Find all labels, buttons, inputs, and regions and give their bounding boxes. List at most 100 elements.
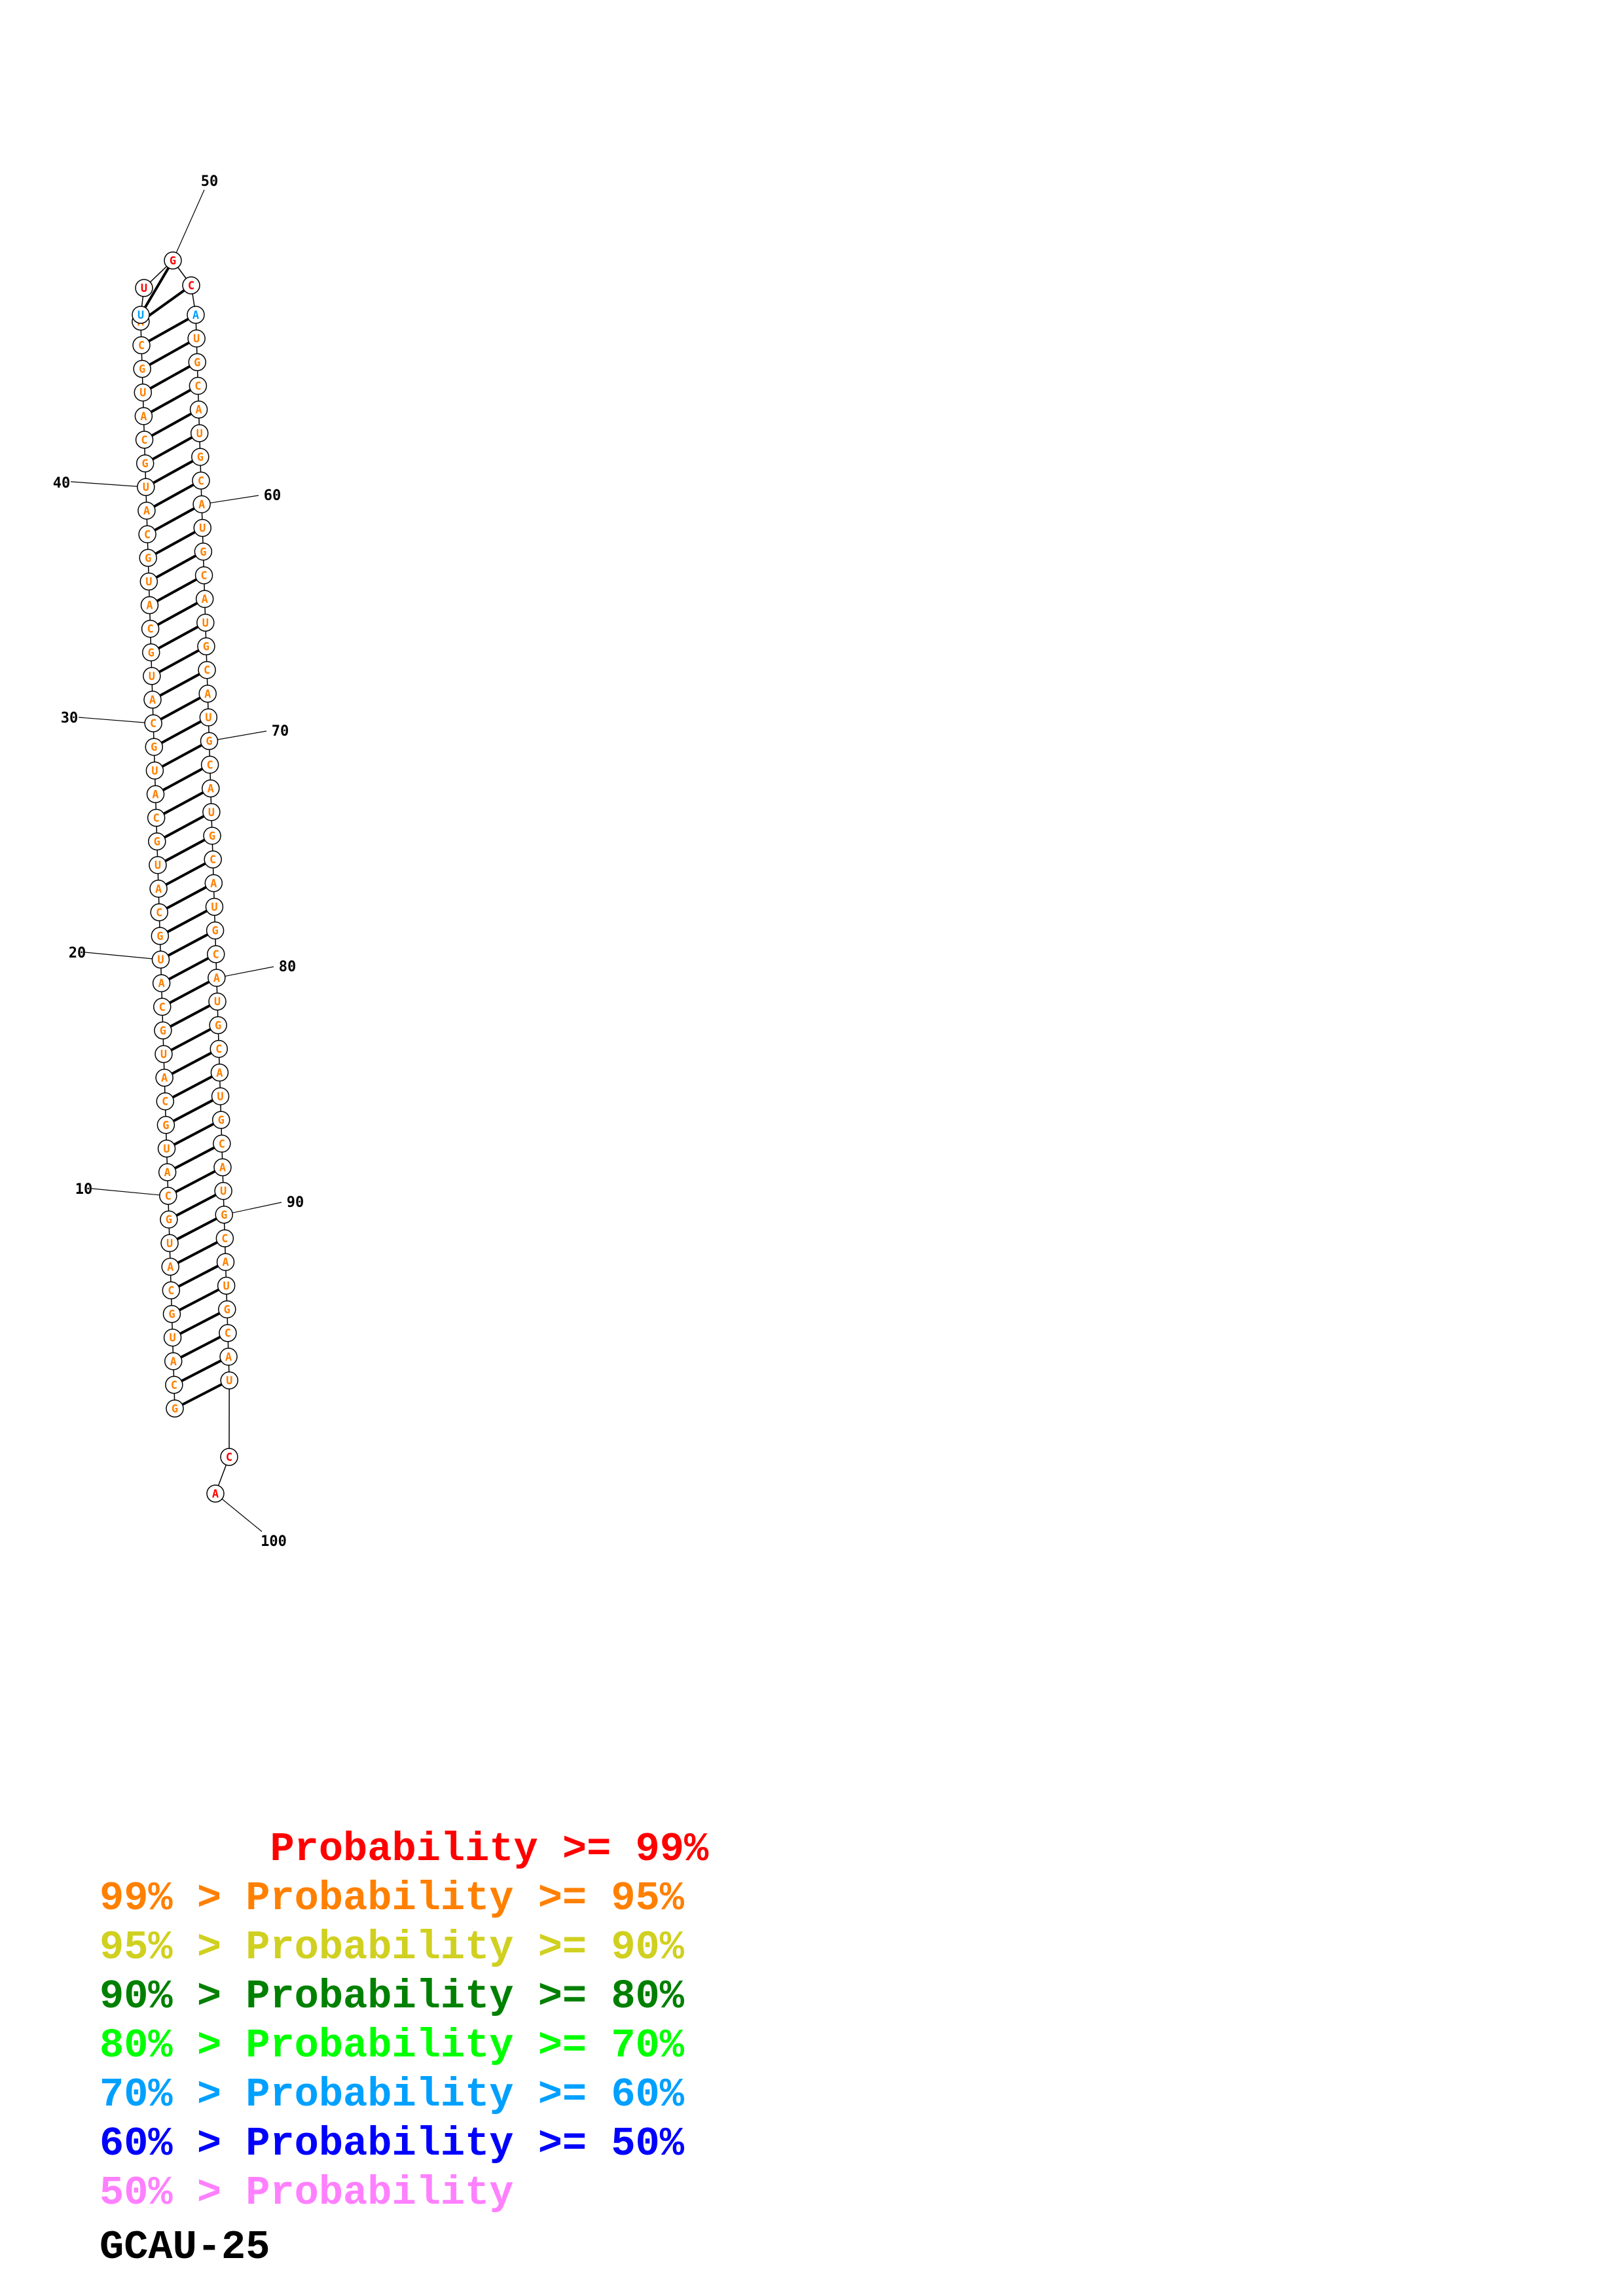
nucleotide-circle [146,785,165,804]
number-tick-lines [70,189,282,1532]
nucleotide: C [204,850,222,869]
nucleotide-letter: U [145,576,152,589]
nucleotide-letter: G [139,363,145,376]
nucleotide: C [219,1323,237,1342]
nucleotide: A [216,1253,235,1271]
nucleotide-circle [132,306,150,324]
nucleotide: A [198,685,217,703]
nucleotide-circle [141,643,160,662]
nucleotide-letter: U [226,1374,232,1388]
legend-row-below-50: 50% > Probability [100,2170,514,2216]
nucleotide: U [143,667,161,685]
nucleotide-circle [198,685,217,703]
nucleotide-circle [210,1039,228,1058]
base-pair-line [160,953,217,984]
nucleotide-letter: C [226,1451,232,1464]
nucleotide-circle [208,992,227,1011]
base-pair-line [159,905,215,937]
legend-row-95: 99% > Probability >= 95% [100,1875,684,1922]
nucleotide: C [144,714,162,732]
nucleotide-circle [213,1158,232,1177]
nucleotide-letter: G [142,457,149,471]
nucleotide: C [194,566,213,584]
nucleotide-circle [206,921,225,940]
number-tick-line [224,1202,282,1215]
nucleotide: A [149,880,168,898]
nucleotide-letter: C [221,1232,228,1246]
nucleotide: A [152,974,171,992]
nucleotide-letter: U [169,1332,175,1345]
base-pair-line [172,1308,228,1339]
base-pair-line [150,621,206,654]
nucleotide-letter: G [172,1403,178,1416]
nucleotide-circle [192,471,210,490]
number-tick-line [215,1493,263,1532]
nucleotide-letter: C [171,1379,177,1392]
nucleotide: C [206,945,225,963]
position-number: 100 [261,1534,287,1550]
nucleotide-circle [160,1234,179,1253]
nucleotide-circle [144,714,162,732]
nucleotide-circle [219,1348,238,1366]
nucleotide-letter: G [156,930,163,943]
base-pair-line [158,858,214,890]
nucleotide-circle [213,1134,231,1153]
nucleotide-letter: G [168,1308,175,1321]
nucleotide: G [154,1021,172,1040]
position-number: 50 [201,173,219,190]
nucleotide-letter: G [221,1209,227,1222]
legend-row-70: 80% > Probability >= 70% [100,2022,684,2069]
base-pair-line [164,1047,220,1079]
nucleotide-letter: A [213,972,220,985]
nucleotide-circle [134,407,153,425]
nucleotide-circle [161,1257,179,1276]
nucleotide-letter: C [162,1096,168,1109]
base-pair-line [158,882,215,914]
nucleotide: U [139,572,158,591]
position-number: 60 [264,488,282,504]
nucleotide: A [187,306,205,324]
nucleotide-circle [194,543,213,561]
nucleotide-circle [157,1139,176,1158]
nucleotide: C [200,755,219,774]
nucleotide-letter: U [223,1280,230,1293]
base-pair-line [171,1284,227,1316]
nucleotide-circle [159,1187,177,1205]
nucleotide: C [159,1187,177,1205]
nucleotide-circle [137,501,156,520]
nucleotide-letter: G [154,836,160,849]
nucleotide: C [141,619,160,638]
nucleotide-circle [219,1323,237,1342]
nucleotide-letter: G [211,925,218,938]
nucleotide-letter: G [203,641,210,654]
nucleotide: C [162,1281,181,1300]
nucleotide: U [190,424,209,442]
nucleotide: U [220,1371,238,1390]
number-tick-line [78,717,154,724]
nucleotide-circle [147,808,166,827]
nucleotide-letter: G [218,1114,225,1127]
base-pair-line [151,645,207,677]
nucleotide-letter: G [166,1213,172,1227]
base-pair-line [170,1237,226,1268]
number-tick-line [70,481,146,488]
nucleotide: C [182,276,200,295]
nucleotide-circle [155,1045,173,1064]
nucleotide-circle [198,660,216,679]
nucleotide: U [155,1045,173,1064]
nucleotide-letter: C [198,475,204,488]
nucleotide-letter: C [194,380,201,393]
nucleotide: U [157,1139,176,1158]
nucleotide-letter: U [202,617,209,630]
nucleotide-circle [156,1116,175,1134]
nucleotide-letter: C [144,528,151,541]
nucleotide-circle [143,691,162,709]
nucleotide: A [213,1158,232,1177]
nucleotide-circle [189,376,208,395]
nucleotide-letter: U [196,427,203,440]
nucleotide-circle [134,383,153,402]
nucleotide-circle [150,903,168,922]
nucleotide-letter: A [143,505,150,518]
nucleotide: U [145,761,164,780]
base-pair-line [167,1166,223,1197]
